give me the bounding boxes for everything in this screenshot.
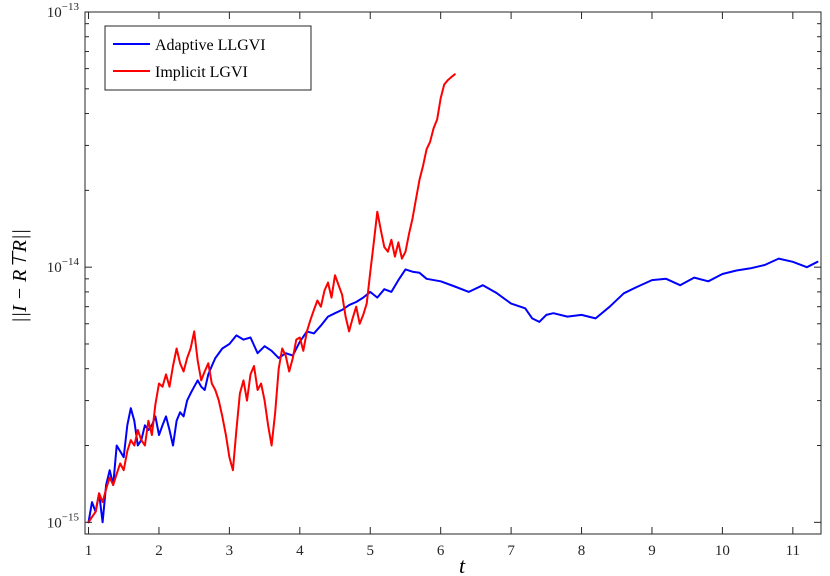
legend-box: [104, 25, 312, 91]
y-axis-label: ||I − R⊤R||: [9, 229, 31, 323]
x-tick-label-1: 2: [155, 543, 163, 559]
x-tick-label-7: 8: [578, 543, 586, 559]
x-tick-label-3: 4: [296, 543, 304, 559]
x-tick-label-6: 7: [507, 543, 515, 559]
plot-background: [85, 12, 821, 534]
x-tick-label-9: 10: [715, 543, 730, 559]
legend-label-implicit-lgvi: Implicit LGVI: [155, 64, 248, 81]
x-axis: 1 2 3 4 5 6 7 8 9 10 11: [85, 12, 800, 559]
y-axis: 10−15 10−14 10−13: [47, 1, 821, 531]
x-axis-label: t: [459, 553, 466, 576]
plot-frame: [84, 11, 822, 535]
legend: Adaptive LLGVI Implicit LGVI: [104, 25, 312, 91]
y-tick-label-2: 10−13: [47, 1, 80, 21]
x-tick-label-0: 1: [85, 543, 93, 559]
legend-label-adaptive-llgvi: Adaptive LLGVI: [155, 37, 266, 54]
x-tick-label-4: 5: [366, 543, 374, 559]
x-tick-label-5: 6: [437, 543, 445, 559]
y-tick-label-0: 10−15: [47, 511, 80, 531]
x-tick-label-10: 11: [786, 543, 800, 559]
x-tick-label-8: 9: [648, 543, 656, 559]
x-tick-label-2: 3: [226, 543, 234, 559]
series-line-1: [87, 73, 456, 524]
y-tick-label-1: 10−14: [47, 256, 80, 276]
series-layer: [87, 73, 819, 524]
